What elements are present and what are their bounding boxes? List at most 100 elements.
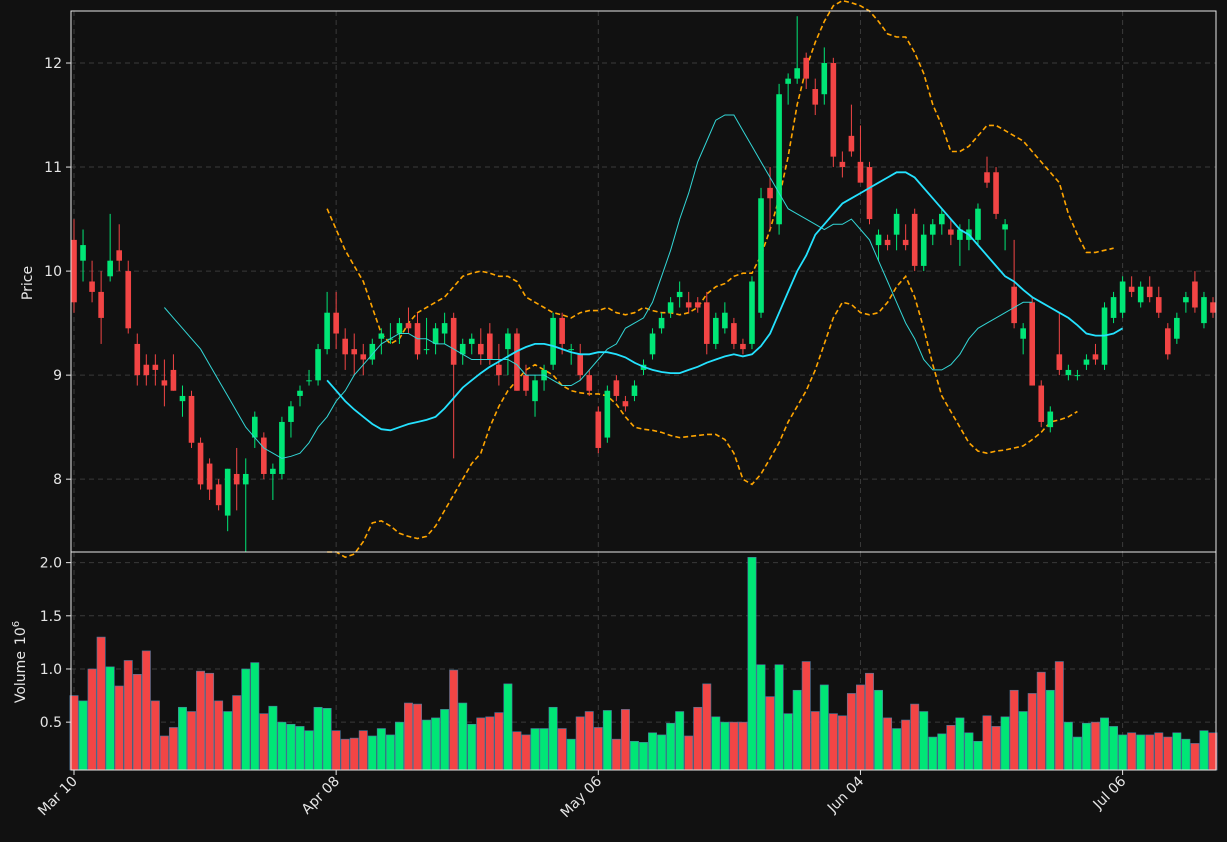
price-y-tick-label: 12 [44,56,62,72]
candle-body [911,213,918,266]
candle-body [80,245,86,261]
volume-bar [385,734,395,771]
volume-bar [1163,736,1173,771]
candle-body [1128,286,1135,292]
volume-bar [801,661,811,771]
candle-body [993,172,999,214]
volume-bar [1190,743,1200,771]
volume-bar [792,689,802,771]
candle-body [803,57,810,79]
ma-fast-line [164,114,1033,459]
volume-bar [485,716,495,771]
volume-bar [340,738,350,771]
candle-body [505,333,511,350]
volume-bar [313,706,323,771]
volume-bar [277,721,287,771]
candle-body [1029,302,1036,386]
volume-bar [783,713,793,771]
volume-y-ticks: 0.5 1.0 1.5 2.0 [40,556,71,731]
candle-body [658,317,665,329]
volume-bar [1154,732,1164,771]
volume-bar [991,726,1001,771]
volume-bar [422,719,432,771]
candle-body [1155,297,1162,313]
volume-bar [982,715,992,771]
candle-body [1047,411,1054,428]
volume-bar [819,684,829,771]
volume-bar [738,721,748,771]
price-y-tick-label: 11 [44,160,62,176]
price-y-ticks: 8 9 10 11 12 [44,56,71,488]
candle-body [1002,224,1008,230]
volume-bar [630,740,639,771]
volume-bar [1199,730,1209,771]
candle-body [116,250,123,261]
candle-body [459,343,466,355]
candle-body [369,343,376,360]
volume-bar [458,702,468,771]
volume-bar [494,712,504,771]
candle-body [1201,297,1207,324]
volume-bar [765,696,775,771]
candle-body [1092,354,1099,360]
bollinger-upper-line [326,0,1114,345]
volume-bar [440,709,450,771]
volume-bar [150,700,160,771]
volume-bar [693,706,703,771]
candle-body [242,473,249,485]
candle-body [848,135,855,152]
volume-bar [928,736,938,771]
candle-body [1164,328,1171,355]
candle-body [577,354,584,376]
candle-body [812,89,819,105]
candle-body [920,234,927,266]
volume-bar [449,669,459,771]
volume-bar [883,717,893,771]
volume-bar [512,731,522,771]
volume-bar [1145,734,1155,771]
volume-bar [521,734,531,771]
candle-body [1083,359,1090,365]
candle-body [496,364,502,376]
candle-body [939,213,945,225]
candle-body [731,323,737,344]
candle-body [125,271,132,329]
volume-bar [837,715,847,771]
candle-body [261,437,267,474]
volume-bar [295,726,305,771]
candle-body [477,343,484,355]
volume-bar [268,705,278,771]
candle-body [884,239,891,246]
candle-body [179,395,186,402]
volume-bar [87,668,97,771]
volume-y-tick-label: 1.5 [40,609,62,625]
volume-bar [684,735,694,771]
candle-body [703,302,710,344]
candle-body [676,291,683,298]
candle-body [152,364,159,370]
volume-bar [1072,736,1082,771]
volume-bar [756,664,766,771]
volume-bar [747,557,757,771]
volume-bar [232,695,242,771]
candle-body [197,442,204,485]
candle-body [613,380,620,396]
volume-y-tick-label: 1.0 [40,662,62,678]
candle-body [893,213,900,235]
candle-body [170,369,177,391]
candle-body [134,343,141,376]
volume-bar [96,636,106,771]
candle-body [514,333,520,391]
candle-body [1174,317,1180,339]
volume-bar [367,735,377,771]
candle-body [351,349,358,355]
volume-bar [855,684,865,771]
volume-bar [874,689,883,771]
candle-body [1074,375,1081,377]
price-axis-label: Price [20,266,36,300]
price-panel: 8 9 10 11 12 Price [20,0,1217,559]
candle-body [333,312,339,334]
volume-bar [114,685,124,771]
volume-bar [1091,721,1100,771]
volume-bar [1009,689,1019,771]
